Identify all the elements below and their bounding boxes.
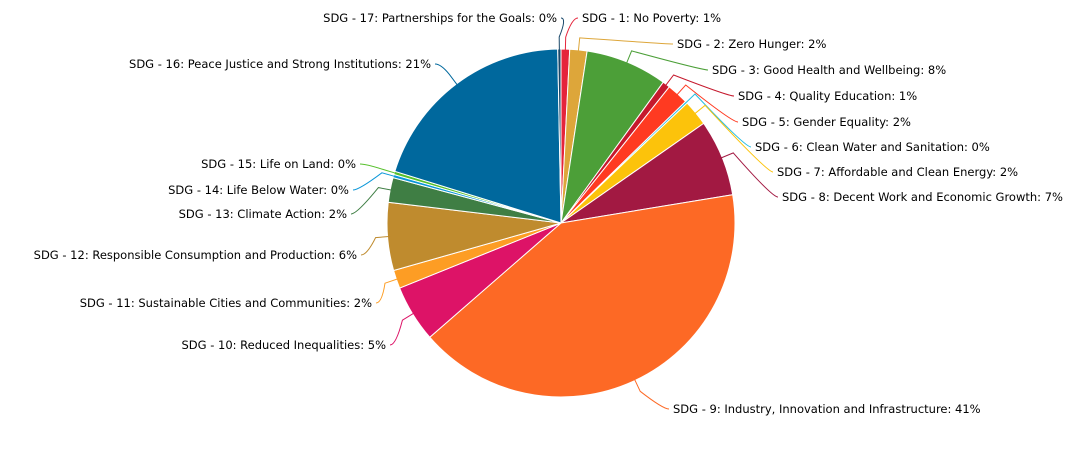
leader-line-sdg-10 <box>389 311 416 346</box>
slice-label-sdg-17: SDG - 17: Partnerships for the Goals: 0% <box>323 11 557 25</box>
slice-label-sdg-14: SDG - 14: Life Below Water: 0% <box>168 183 349 197</box>
slice-label-sdg-1: SDG - 1: No Poverty: 1% <box>582 11 721 25</box>
leader-line-sdg-4 <box>664 74 735 97</box>
leader-line-sdg-12 <box>360 235 391 256</box>
leader-line-sdg-15 <box>359 163 398 175</box>
slice-label-sdg-3: SDG - 3: Good Health and Wellbeing: 8% <box>712 63 946 77</box>
slice-label-sdg-4: SDG - 4: Quality Education: 1% <box>738 89 917 103</box>
slice-label-sdg-7: SDG - 7: Affordable and Clean Energy: 2% <box>777 165 1018 179</box>
slice-label-sdg-11: SDG - 11: Sustainable Cities and Communi… <box>80 296 372 310</box>
slice-label-sdg-13: SDG - 13: Climate Action: 2% <box>179 207 347 221</box>
slice-label-sdg-16: SDG - 16: Peace Justice and Strong Insti… <box>129 57 431 71</box>
leader-line-sdg-6 <box>683 93 752 148</box>
leader-line-sdg-13 <box>350 187 394 215</box>
leader-line-sdg-1 <box>564 17 579 53</box>
leader-line-sdg-3 <box>625 50 709 71</box>
slice-label-sdg-6: SDG - 6: Clean Water and Sanitation: 0% <box>755 140 990 154</box>
leader-line-sdg-11 <box>375 277 400 304</box>
leader-line-sdg-14 <box>352 172 397 191</box>
slice-label-sdg-15: SDG - 15: Life on Land: 0% <box>201 157 356 171</box>
leader-line-sdg-2 <box>577 37 674 53</box>
slice-labels: SDG - 1: No Poverty: 1% SDG - 2: Zero Hun… <box>34 11 1063 416</box>
leader-line-sdg-7 <box>693 104 774 173</box>
slice-label-sdg-5: SDG - 5: Gender Equality: 2% <box>742 115 911 129</box>
slice-label-sdg-8: SDG - 8: Decent Work and Economic Growth… <box>782 190 1063 204</box>
slice-label-sdg-10: SDG - 10: Reduced Inequalities: 5% <box>181 338 386 352</box>
leader-line-sdg-5 <box>675 84 739 123</box>
leader-line-sdg-9 <box>633 377 670 410</box>
leader-line-sdg-17 <box>558 17 565 53</box>
leader-lines <box>350 17 779 410</box>
slice-label-sdg-9: SDG - 9: Industry, Innovation and Infras… <box>673 402 981 416</box>
slice-label-sdg-12: SDG - 12: Responsible Consumption and Pr… <box>34 248 357 262</box>
leader-line-sdg-16 <box>434 63 459 87</box>
leader-line-sdg-8 <box>719 152 779 198</box>
slice-label-sdg-2: SDG - 2: Zero Hunger: 2% <box>677 37 826 51</box>
pie-slices <box>386 48 736 398</box>
